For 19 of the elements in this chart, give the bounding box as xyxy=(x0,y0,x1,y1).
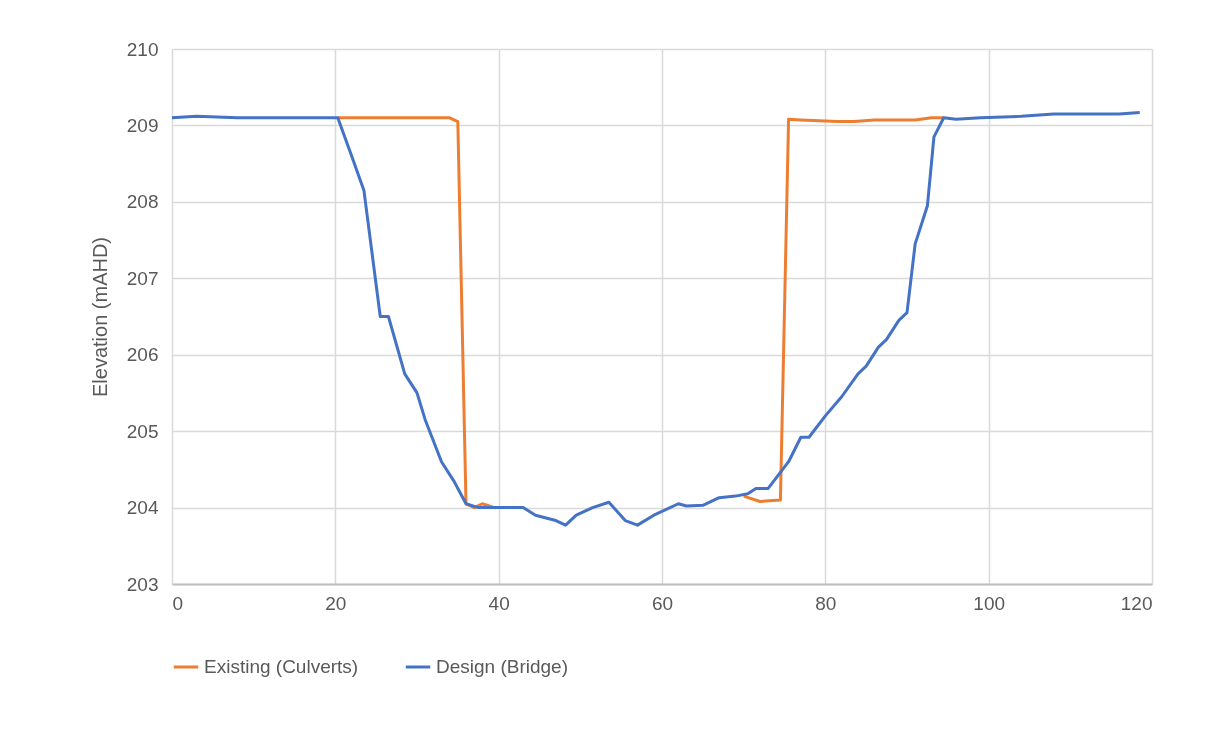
x-tick-label: 40 xyxy=(488,592,510,614)
x-tick-label: 0 xyxy=(172,592,184,614)
legend-label: Existing (Culverts) xyxy=(204,656,359,677)
y-tick-label: 207 xyxy=(126,267,159,289)
y-tick-label: 206 xyxy=(126,344,159,366)
x-tick-label: 100 xyxy=(973,592,1006,614)
x-tick-label: 80 xyxy=(815,592,837,614)
y-axis-title: Elevation (mAHD) xyxy=(88,236,111,398)
x-tick-label: 20 xyxy=(325,592,347,614)
y-tick-label: 204 xyxy=(126,497,159,519)
y-tick-label: 210 xyxy=(126,38,159,60)
x-tick-label: 120 xyxy=(1120,592,1153,614)
x-tick-label: 60 xyxy=(651,592,674,614)
line-series xyxy=(170,110,1142,527)
legend-label: Design (Bridge) xyxy=(436,656,568,677)
y-tick-label: 208 xyxy=(126,191,159,213)
y-tick-label: 205 xyxy=(126,420,159,442)
y-tick-label: 203 xyxy=(126,573,159,595)
y-tick-label: 209 xyxy=(126,114,159,136)
